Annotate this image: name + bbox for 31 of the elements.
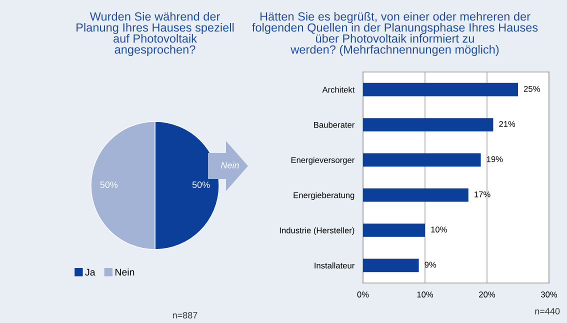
data-label: 25% [524, 86, 540, 92]
x-tick-label: 30% [540, 292, 558, 298]
bar [363, 153, 481, 167]
text: Nein [220, 162, 239, 168]
bar [363, 118, 494, 132]
x-tick-label: 0% [357, 292, 369, 298]
data-label: 10% [431, 226, 447, 232]
text: n=440 [535, 308, 560, 314]
legend-label: Ja [85, 268, 96, 276]
bar [363, 82, 518, 96]
y-tick-label: Industrie (Hersteller) [280, 227, 354, 235]
bar [363, 258, 419, 272]
data-label: 17% [474, 191, 490, 198]
bar [363, 224, 425, 237]
bar [363, 188, 468, 202]
y-tick-label: Installateur [314, 262, 355, 269]
legend-label: Nein [116, 268, 134, 276]
y-tick-label: Energieberatung [294, 192, 354, 200]
text: n=887 [172, 312, 198, 318]
chart-title: Wurden Sie während der Planung Ihres Hauses speziell auf Photovoltaik angesprochen? [76, 12, 234, 56]
y-tick-label: Architekt [322, 86, 355, 93]
data-label: 50% [192, 182, 210, 188]
data-label: 50% [100, 182, 118, 188]
data-label: 19% [486, 156, 503, 162]
chart-title: Hätten Sie es begrüßt, von einer oder mehreren der folgenden Quellen in der Planungsphase Ihres Hauses über Photovoltaik informiert zu werden? (Mehrfachnennungen möglich) [252, 12, 538, 56]
data-label: 21% [499, 121, 516, 127]
x-tick-label: 10% [417, 292, 434, 298]
y-tick-label: Energieversorger [291, 156, 355, 165]
y-tick-label: Bauberater [314, 122, 355, 128]
x-tick-label: 20% [479, 292, 496, 298]
data-label: 9% [424, 262, 436, 268]
